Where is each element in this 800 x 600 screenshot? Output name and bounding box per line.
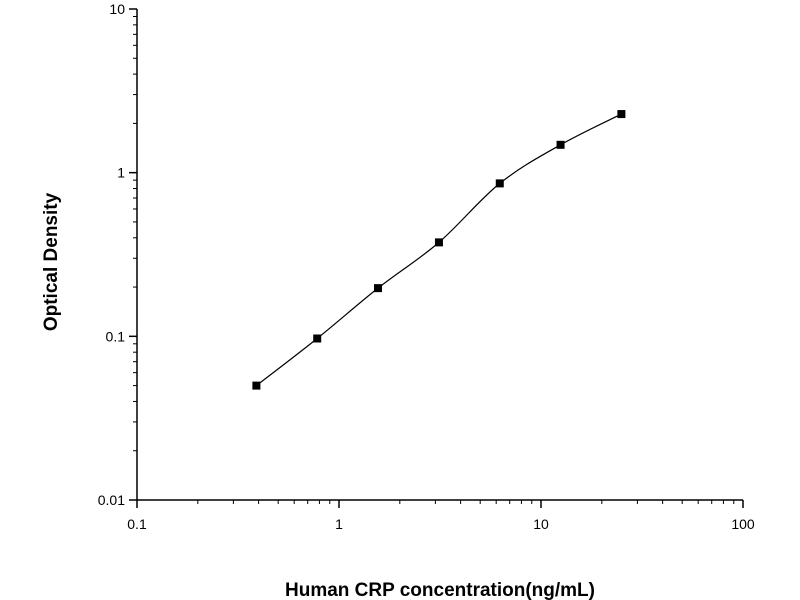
data-point [617,110,626,119]
data-point [434,238,443,247]
x-axis-title: Human CRP concentration(ng/mL) [285,580,595,600]
y-tick-label: 0.1 [106,328,126,344]
data-point [252,381,261,390]
x-tick-label: 100 [731,516,755,532]
tick-marks [129,8,744,508]
data-point [313,334,322,343]
x-tick-label: 0.1 [127,516,147,532]
y-tick-label: 1 [117,165,125,181]
x-tick-labels: 0.1 1 10 100 [127,516,755,532]
fit-curve [256,113,622,387]
x-tick-label: 1 [335,516,343,532]
data-point [495,179,504,188]
data-points [252,110,626,390]
y-tick-label: 10 [109,1,125,17]
y-tick-label: 0.01 [98,492,125,508]
y-tick-labels: 0.01 0.1 1 10 [98,1,125,508]
axes [136,9,743,501]
data-point [374,284,383,293]
fit-curve-layer [256,113,622,387]
y-axis-title: Optical Density [41,192,62,331]
data-point [556,140,565,149]
x-tick-label: 10 [533,516,549,532]
